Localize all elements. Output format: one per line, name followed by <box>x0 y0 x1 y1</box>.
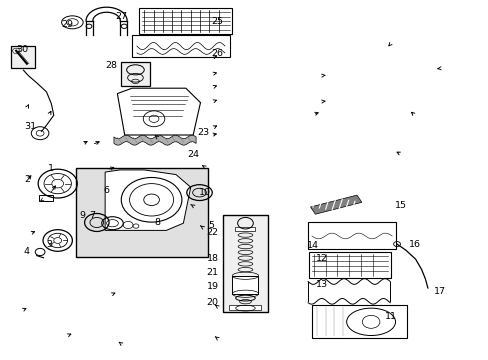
Text: 26: 26 <box>211 49 223 58</box>
Text: 25: 25 <box>211 17 223 26</box>
Text: 23: 23 <box>197 128 208 137</box>
Text: 11: 11 <box>385 312 396 321</box>
Text: 16: 16 <box>408 240 420 249</box>
Bar <box>311 305 407 338</box>
Text: 24: 24 <box>187 150 199 158</box>
Text: 12: 12 <box>315 254 327 263</box>
Text: 13: 13 <box>315 280 327 289</box>
Text: 19: 19 <box>206 282 218 291</box>
Bar <box>308 252 390 278</box>
Text: 6: 6 <box>103 186 109 194</box>
Text: 2: 2 <box>24 175 30 184</box>
Circle shape <box>120 176 183 223</box>
Text: 27: 27 <box>115 12 127 21</box>
Text: 9: 9 <box>79 211 85 220</box>
Bar <box>231 276 258 294</box>
Bar <box>121 62 149 86</box>
Polygon shape <box>310 195 361 214</box>
Text: 10: 10 <box>199 188 211 197</box>
Bar <box>39 195 53 201</box>
Text: 4: 4 <box>24 247 30 256</box>
Text: 15: 15 <box>394 201 406 210</box>
Text: 3: 3 <box>46 240 52 249</box>
Text: 30: 30 <box>16 45 28 54</box>
Text: 20: 20 <box>206 298 218 307</box>
Text: 18: 18 <box>206 254 218 263</box>
Text: 31: 31 <box>24 122 36 131</box>
Text: 14: 14 <box>306 241 318 250</box>
Text: 1: 1 <box>48 164 54 173</box>
Polygon shape <box>117 88 200 135</box>
Polygon shape <box>105 170 190 230</box>
Text: 5: 5 <box>208 220 214 230</box>
Text: 17: 17 <box>433 287 445 296</box>
Bar <box>223 215 267 312</box>
Text: 7: 7 <box>89 211 95 220</box>
Text: 8: 8 <box>154 218 160 227</box>
Text: 22: 22 <box>206 228 218 237</box>
Bar <box>11 46 35 68</box>
Bar <box>76 168 207 257</box>
Bar <box>228 305 261 310</box>
Bar <box>307 222 395 249</box>
Text: 28: 28 <box>105 61 117 70</box>
FancyArrowPatch shape <box>41 198 44 201</box>
Text: 29: 29 <box>61 20 73 29</box>
Bar <box>235 227 254 231</box>
Text: 21: 21 <box>206 269 218 277</box>
Bar <box>139 8 232 34</box>
Bar <box>132 35 229 57</box>
